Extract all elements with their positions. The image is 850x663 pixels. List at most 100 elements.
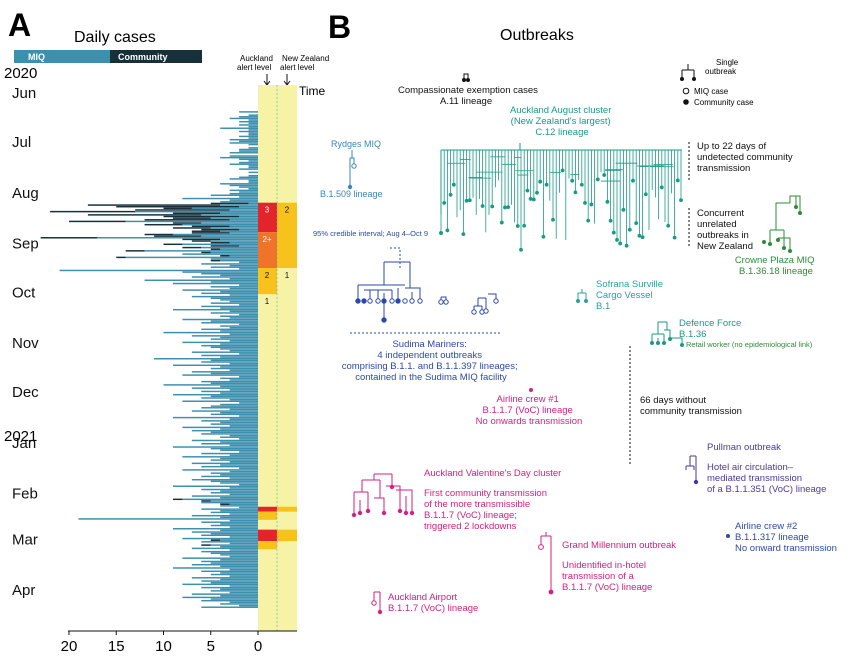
miq-bar xyxy=(220,290,258,293)
miq-bar xyxy=(201,606,258,608)
miq-bar xyxy=(191,531,258,533)
miq-bar xyxy=(239,124,258,126)
miq-bar xyxy=(220,457,258,460)
airport-node xyxy=(371,600,377,606)
community-bar xyxy=(182,246,202,249)
month-labels: Jun Jul Aug Sep Oct Nov Dec Jan Feb Mar Apr xyxy=(12,85,39,599)
miq-bar xyxy=(201,380,258,383)
miq-bar xyxy=(182,271,258,273)
miq-bar xyxy=(182,469,258,471)
miq-bar xyxy=(239,196,258,198)
miq-bar xyxy=(239,245,258,247)
miq-bar xyxy=(229,349,258,352)
miq-bar xyxy=(229,513,258,515)
miq-bar xyxy=(220,204,258,206)
miq-bar xyxy=(239,116,258,118)
valentines-node xyxy=(403,510,409,516)
aug-node xyxy=(551,217,555,222)
miq-bar xyxy=(210,338,258,340)
miq-bar xyxy=(191,335,258,337)
aug-node xyxy=(522,223,527,228)
miq-bar xyxy=(220,539,258,541)
miq-bar xyxy=(201,560,258,563)
miq-bar xyxy=(229,493,258,496)
aug-node xyxy=(515,224,520,228)
auckland-level-segment xyxy=(258,202,277,233)
miq-bar xyxy=(182,197,258,200)
sofrana-label: Sofrana Surville Cargo Vessel B.1 xyxy=(596,279,666,312)
miq-bar xyxy=(248,137,258,139)
aug-node xyxy=(679,198,683,203)
concurrent-annotation: Concurrent unrelated outbreaks in New Ze… xyxy=(697,208,753,252)
miq-bar xyxy=(191,478,258,481)
aug-node xyxy=(672,235,677,240)
miq-bar xyxy=(239,353,258,355)
miq-bar xyxy=(220,403,258,406)
crowne-node xyxy=(782,246,786,250)
miq-bar xyxy=(239,150,258,152)
miq-bar xyxy=(229,575,258,577)
panel-b: B Outbreaks Single outbreak MIQ case Comm… xyxy=(313,9,837,615)
defence-node xyxy=(662,341,666,345)
miq-bar xyxy=(220,595,258,597)
aug-node xyxy=(640,235,645,240)
miq-bar xyxy=(229,225,258,228)
month-label: Dec xyxy=(12,384,39,401)
crowne-plaza-label: Crowne Plaza MIQ B.1.36.18 lineage xyxy=(735,255,817,277)
defence-node xyxy=(680,343,684,347)
miq-bar xyxy=(210,405,258,407)
aug-node xyxy=(618,241,623,246)
pullman-label: Pullman outbreak Hotel air circulation– … xyxy=(707,442,826,495)
pullman-node xyxy=(693,479,699,485)
miq-bar xyxy=(229,138,258,141)
miq-bar xyxy=(248,147,258,149)
aug-node xyxy=(589,202,594,207)
compassionate-tree xyxy=(463,73,469,78)
miq-bar xyxy=(229,326,258,329)
miq-bar xyxy=(182,557,258,559)
community-bar xyxy=(69,220,126,223)
miq-bar xyxy=(239,228,258,231)
community-bar xyxy=(201,500,211,502)
miq-bar xyxy=(220,127,258,129)
miq-bar xyxy=(248,181,258,183)
miq-bar xyxy=(210,367,258,370)
miq-bar xyxy=(201,465,258,468)
miq-bar xyxy=(239,402,258,404)
aug-node xyxy=(439,231,443,235)
outbreak-key: Single outbreak MIQ case Community case xyxy=(680,58,754,107)
miq-bar xyxy=(172,364,258,367)
legend-miq-swatch xyxy=(14,50,110,63)
miq-bar xyxy=(229,460,258,463)
year-2021-label: 2021 xyxy=(4,428,37,445)
aug-node xyxy=(519,247,523,252)
miq-bar xyxy=(239,205,258,208)
miq-bar xyxy=(201,354,258,357)
miq-bar xyxy=(229,189,258,192)
miq-bar xyxy=(239,604,258,607)
miq-bar xyxy=(239,323,258,326)
aug-node xyxy=(627,227,632,232)
x-axis-ticks: 20 15 10 5 0 xyxy=(61,631,262,655)
miq-bar xyxy=(201,570,258,572)
aug-node xyxy=(560,168,565,173)
miq-bar xyxy=(248,143,258,146)
aug-node xyxy=(615,238,619,242)
aug-node xyxy=(544,182,549,187)
miq-bar xyxy=(229,340,258,342)
aug-node xyxy=(583,201,587,205)
community-bar xyxy=(201,228,240,231)
miq-bar xyxy=(191,410,258,412)
miq-bar xyxy=(229,264,258,267)
valentines-node xyxy=(397,508,403,514)
miq-bar xyxy=(191,563,258,566)
miq-bar xyxy=(172,528,258,530)
aug-node xyxy=(570,178,575,183)
miq-bar xyxy=(248,166,258,169)
miq-bar xyxy=(229,117,258,120)
miq-bar xyxy=(239,438,258,440)
miq-bar xyxy=(229,163,258,165)
miq-bar xyxy=(201,263,258,265)
miq-bar xyxy=(239,268,258,270)
sudima-node xyxy=(355,298,361,304)
